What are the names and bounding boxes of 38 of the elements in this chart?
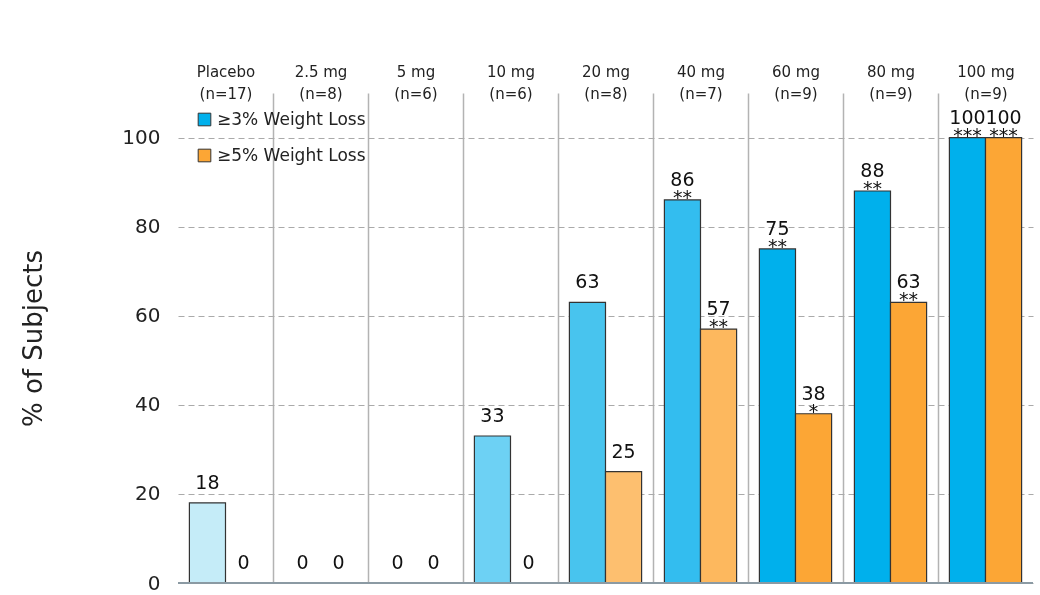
x-tick-label: 20 mg (n=8) (582, 62, 630, 103)
data-label: 0 (391, 551, 404, 573)
x-tick-label: 100 mg (n=9) (957, 62, 1015, 103)
y-tick-label: 60 (135, 303, 161, 328)
y-tick-label: 80 (135, 214, 161, 239)
x-tick-label: 60 mg (n=9) (772, 62, 820, 103)
data-label: 25 (611, 439, 636, 462)
data-label: 18 (195, 470, 220, 493)
data-label: 100 *** (985, 105, 1022, 146)
data-label: 100 *** (949, 105, 986, 146)
y-tick-label: 20 (135, 481, 161, 506)
data-label: 63 (575, 270, 600, 293)
data-label: 63 ** (896, 270, 921, 311)
legend-label: ≥3% Weight Loss (217, 108, 366, 129)
legend-label: ≥5% Weight Loss (217, 144, 366, 165)
data-label: 75 ** (765, 216, 790, 257)
data-label: 0 (332, 551, 345, 573)
data-label: 0 (427, 551, 440, 573)
y-axis-title: % of Subjects (18, 249, 49, 428)
bar (188, 502, 227, 584)
x-tick-label: Placebo (n=17) (196, 62, 256, 103)
y-tick-label: 0 (147, 570, 161, 595)
x-tick-label: 40 mg (n=7) (677, 62, 725, 103)
x-tick-label: 10 mg (n=6) (487, 62, 535, 103)
x-tick-label: 5 mg (n=6) (394, 62, 438, 103)
data-label: 0 (296, 551, 309, 573)
y-tick-label: 100 (122, 125, 161, 150)
data-label: 57 ** (706, 297, 731, 338)
data-label: 0 (237, 551, 250, 573)
data-label: 88 ** (860, 159, 885, 199)
data-label: 33 (480, 404, 505, 426)
bar (473, 435, 512, 584)
y-tick-label: 40 (135, 392, 161, 417)
x-tick-label: 80 mg (n=9) (867, 62, 915, 103)
data-label: 0 (522, 551, 535, 573)
data-label: 38 * (801, 381, 826, 422)
data-label: 86 ** (670, 167, 695, 208)
x-tick-label: 2.5 mg (n=8) (294, 62, 348, 103)
